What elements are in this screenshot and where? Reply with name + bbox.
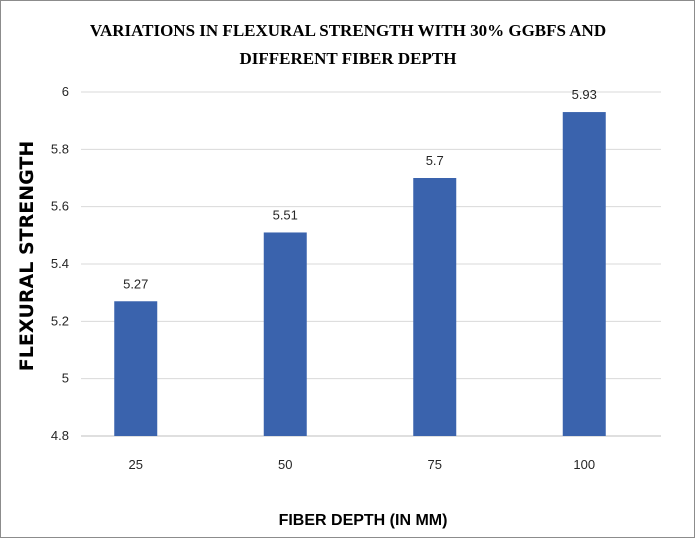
chart-title-line-2: DIFFERENT FIBER DEPTH: [240, 49, 457, 68]
data-labels: 5.27 5.51 5.7 5.93: [123, 87, 597, 291]
y-axis-label: FLEXURAL STRENGTH: [16, 141, 38, 371]
bar-75: [413, 178, 457, 436]
y-axis-ticks: 4.8 5 5.2 5.4 5.6 5.8 6: [51, 84, 69, 443]
chart-title-line-1: VARIATIONS IN FLEXURAL STRENGTH WITH 30%…: [90, 21, 606, 40]
bar-25: [114, 301, 158, 436]
y-tick-label: 4.8: [51, 428, 69, 443]
gridlines: [81, 91, 661, 437]
data-label: 5.93: [572, 87, 597, 102]
x-tick-label: 25: [129, 457, 143, 472]
x-axis-ticks: 25 50 75 100: [129, 457, 596, 472]
bar-100: [562, 112, 606, 437]
x-tick-label: 75: [428, 457, 442, 472]
x-tick-label: 50: [278, 457, 292, 472]
y-tick-label: 5.6: [51, 199, 69, 214]
y-tick-label: 5.4: [51, 256, 69, 271]
bar-50: [263, 232, 307, 436]
data-label: 5.27: [123, 276, 148, 291]
bars: [114, 112, 606, 437]
y-tick-label: 5.2: [51, 313, 69, 328]
x-axis-label: FIBER DEPTH (IN MM): [279, 512, 448, 529]
y-tick-label: 5: [62, 371, 69, 386]
y-tick-label: 5.8: [51, 141, 69, 156]
x-tick-label: 100: [573, 457, 595, 472]
data-label: 5.51: [273, 207, 298, 222]
data-label: 5.7: [426, 153, 444, 168]
y-tick-label: 6: [62, 84, 69, 99]
